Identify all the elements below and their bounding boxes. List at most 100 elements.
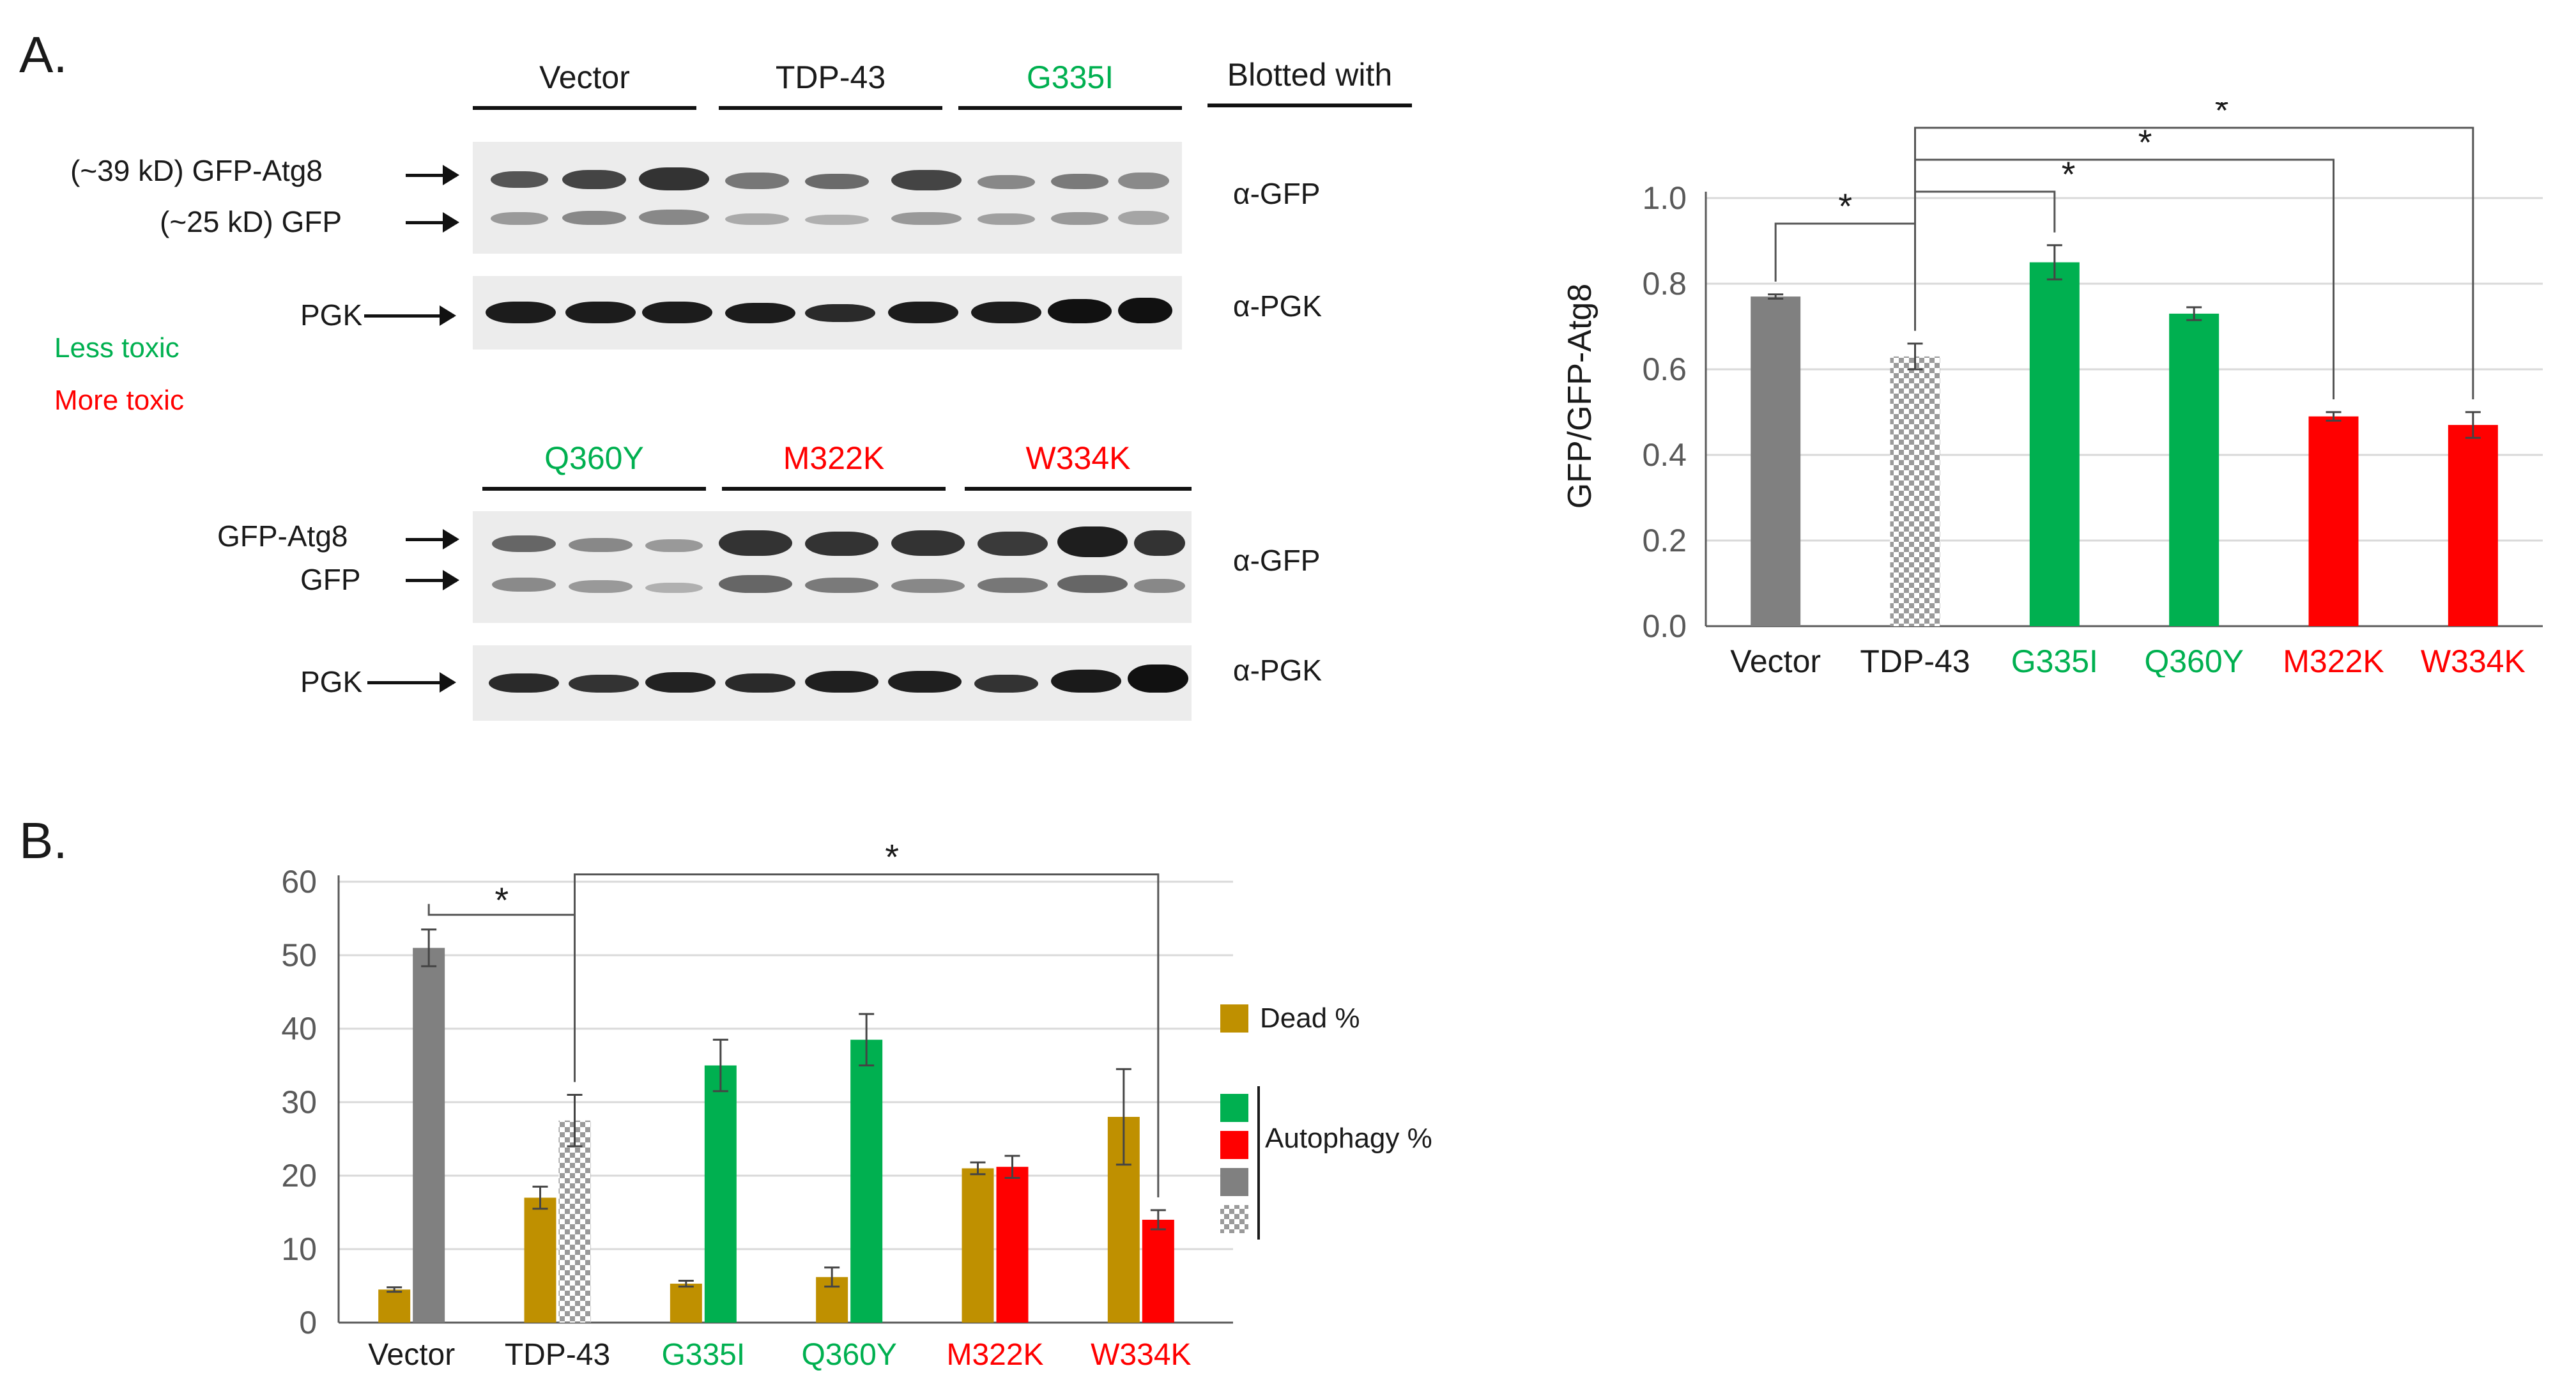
y-tick-label: 50 xyxy=(281,937,317,973)
y-tick-label: 0.2 xyxy=(1642,523,1687,558)
x-tick-label: G335I xyxy=(661,1338,745,1372)
x-tick-label: W334K xyxy=(2421,643,2526,677)
antibody-pgk-bottom: α-PGK xyxy=(1233,654,1322,687)
lane-group-label: Q360Y xyxy=(544,440,644,476)
label-gfp-atg8-top: (~39 kD) GFP-Atg8 xyxy=(70,154,323,187)
band xyxy=(719,530,792,556)
bar-m322k xyxy=(2308,416,2359,626)
x-tick-label: M322K xyxy=(2283,643,2384,677)
band xyxy=(492,578,556,592)
band xyxy=(1134,530,1185,556)
band xyxy=(491,171,548,188)
blot-bottom-gfp xyxy=(473,511,1192,623)
significance-bracket xyxy=(427,903,575,916)
band xyxy=(1118,173,1169,189)
antibody-pgk-top: α-PGK xyxy=(1233,289,1322,323)
lane-group-m322k: M322K xyxy=(722,440,946,491)
bar-dead-g335i xyxy=(670,1284,702,1323)
y-tick-label: 10 xyxy=(281,1231,317,1267)
y-tick-label: 0 xyxy=(299,1305,317,1340)
band xyxy=(569,675,639,693)
band xyxy=(562,211,626,225)
lane-group-label: TDP-43 xyxy=(775,59,886,95)
band xyxy=(569,580,632,593)
antibody-gfp-bottom: α-GFP xyxy=(1233,544,1321,577)
blotted-with-label: Blotted with xyxy=(1227,57,1393,93)
antibody-gfp-top: α-GFP xyxy=(1233,177,1321,210)
significance-bracket xyxy=(1914,127,2474,399)
chart-dead-autophagy: * * 0 10 20 30 40 50 60 Vector TDP-43 G335I Q360Y M… xyxy=(281,837,1432,1372)
arrow-gfp-atg8-top xyxy=(406,165,459,185)
label-gfp-top: (~25 kD) GFP xyxy=(160,205,342,238)
label-gfp-bottom: GFP xyxy=(300,563,361,596)
bar-autophagy-w334k xyxy=(1142,1220,1174,1323)
legend-swatch-red xyxy=(1220,1131,1248,1159)
band xyxy=(645,539,703,552)
bar-vector xyxy=(1751,296,1801,627)
x-tick-label: TDP-43 xyxy=(505,1338,610,1372)
lane-group-g335i: G335I xyxy=(958,59,1182,110)
band xyxy=(1048,299,1112,323)
lane-group-label: Vector xyxy=(539,59,630,95)
lane-group-label: W334K xyxy=(1025,440,1131,476)
band xyxy=(639,167,709,190)
band xyxy=(888,671,962,693)
bar-w334k xyxy=(2448,425,2498,626)
bar-g335i xyxy=(2029,262,2080,626)
x-tick-label: Vector xyxy=(1730,643,1821,677)
band xyxy=(1057,575,1128,593)
legend-swatch-gray xyxy=(1220,1168,1248,1196)
significance-bracket xyxy=(574,873,1160,1198)
band xyxy=(1118,211,1169,225)
lane-group-underline xyxy=(719,106,942,110)
significance-star: * xyxy=(1838,186,1852,226)
band xyxy=(645,672,716,693)
band xyxy=(891,212,962,225)
bar-dead-tdp-43 xyxy=(524,1197,556,1323)
blot-bottom-pgk xyxy=(473,645,1192,721)
significance-star: * xyxy=(494,880,509,920)
legend-label-autophagy: Autophagy % xyxy=(1265,1123,1432,1154)
lane-group-underline xyxy=(965,487,1192,491)
lane-group-label: M322K xyxy=(783,440,885,476)
blotted-with-underline xyxy=(1208,104,1412,107)
band xyxy=(971,302,1041,323)
significance-star: * xyxy=(2215,102,2229,130)
legend-less-toxic: Less toxic xyxy=(54,332,180,364)
band xyxy=(562,170,626,189)
lane-group-tdp43: TDP-43 xyxy=(719,59,942,110)
panel-b-letter: B. xyxy=(19,812,68,869)
band xyxy=(1057,526,1128,557)
band xyxy=(977,578,1048,593)
band xyxy=(1051,174,1108,189)
band xyxy=(1051,212,1108,225)
arrow-pgk-bottom xyxy=(367,672,456,693)
lane-group-underline xyxy=(958,106,1182,110)
y-tick-label: 0.4 xyxy=(1642,437,1687,473)
lane-group-label: G335I xyxy=(1026,59,1114,95)
x-tick-label: Q360Y xyxy=(2144,643,2244,677)
band xyxy=(565,302,636,323)
bar-autophagy-tdp-43 xyxy=(558,1120,591,1323)
x-tick-label: Vector xyxy=(368,1338,455,1372)
arrow-pgk-top xyxy=(364,305,456,326)
lane-group-underline xyxy=(473,106,696,110)
legend-swatch-checker xyxy=(1220,1205,1248,1233)
y-tick-label: 60 xyxy=(281,864,317,900)
arrow-gfp-atg8-bottom xyxy=(406,529,459,549)
band xyxy=(725,673,795,693)
blotted-with-header: Blotted with xyxy=(1208,56,1412,107)
band xyxy=(974,675,1038,693)
blot-top-pgk xyxy=(473,276,1182,350)
band xyxy=(977,213,1035,225)
lane-group-underline xyxy=(722,487,946,491)
band xyxy=(1134,579,1185,593)
band xyxy=(805,304,875,322)
bar-autophagy-m322k xyxy=(996,1167,1029,1323)
lane-group-w334k: W334K xyxy=(965,440,1192,491)
significance-bracket xyxy=(1914,158,2334,399)
legend-swatch-green xyxy=(1220,1094,1248,1122)
label-gfp-atg8-bottom: GFP-Atg8 xyxy=(217,519,348,553)
band xyxy=(888,302,958,323)
band xyxy=(642,302,712,323)
